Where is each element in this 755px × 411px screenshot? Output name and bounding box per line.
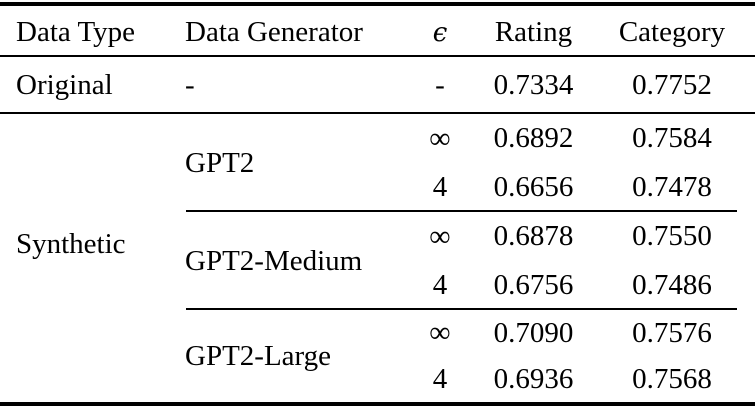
- gpt2-section-rule: [186, 210, 737, 212]
- cell-category: 0.7486: [632, 269, 712, 301]
- cell-epsilon: ∞: [429, 219, 451, 253]
- column-header-epsilon: ϵ: [410, 4, 470, 57]
- cell-data-type: Original: [16, 69, 113, 101]
- cell-rating: 0.7334: [493, 69, 574, 101]
- cell-category: 0.7576: [632, 316, 712, 349]
- header-row: Data Type Data Generator ϵ Rating Catego…: [0, 4, 755, 57]
- top-rule: [0, 2, 755, 6]
- cell-category: 0.7550: [632, 220, 712, 252]
- cell-rating: 0.6892: [493, 122, 574, 154]
- cell-rating: 0.6878: [493, 220, 574, 252]
- cell-epsilon: 4: [432, 362, 448, 395]
- cell-generator: -: [185, 69, 195, 101]
- column-header-rating-label: Rating: [494, 16, 573, 48]
- table-row-gpt2-large-inf: GPT2-Large ∞ 0.7090 0.7576: [0, 310, 755, 371]
- table-row-gpt2-large-eps4: 4 0.6936 0.7568: [0, 356, 755, 402]
- column-header-data-generator: Data Generator: [185, 4, 410, 57]
- table-row-gpt2-medium-eps4: 4 0.6756 0.7486: [0, 261, 755, 310]
- original-row-rule: [0, 112, 755, 114]
- cell-rating: 0.6756: [493, 269, 574, 301]
- table-row-gpt2-medium-inf: GPT2-Medium ∞ 0.6878 0.7550: [0, 212, 755, 275]
- column-header-data-type-label: Data Type: [16, 16, 136, 48]
- cell-epsilon: 4: [432, 171, 448, 203]
- cell-epsilon: ∞: [429, 121, 451, 155]
- column-header-data-generator-label: Data Generator: [185, 16, 363, 48]
- synthetic-label: Synthetic: [16, 227, 126, 260]
- epsilon-symbol: ϵ: [432, 18, 448, 48]
- cell-rating: 0.7090: [493, 316, 574, 349]
- cell-epsilon: 4: [432, 269, 448, 301]
- results-table: Data Type Data Generator ϵ Rating Catego…: [0, 4, 755, 402]
- column-header-category-label: Category: [618, 16, 726, 48]
- cell-category: 0.7568: [632, 362, 712, 395]
- cell-data-type-synthetic: Synthetic: [0, 114, 185, 402]
- column-header-category: Category: [597, 4, 755, 57]
- cell-epsilon: ∞: [429, 316, 451, 349]
- cell-category: 0.7478: [632, 171, 712, 203]
- table-row-gpt2-inf: Synthetic GPT2 ∞ 0.6892 0.7584: [0, 114, 755, 258]
- column-header-data-type: Data Type: [0, 4, 185, 57]
- cell-generator-gpt2: GPT2: [185, 146, 255, 179]
- column-header-rating: Rating: [470, 4, 597, 57]
- cell-rating: 0.6936: [493, 362, 574, 395]
- bottom-rule: [0, 402, 755, 406]
- table-row-gpt2-eps4: 4 0.6656 0.7478: [0, 163, 755, 212]
- cell-generator-gpt2-medium: GPT2-Medium: [185, 244, 363, 277]
- cell-category: 0.7752: [632, 69, 712, 101]
- cell-epsilon: -: [435, 69, 445, 101]
- cell-generator-gpt2-large: GPT2-Large: [185, 339, 332, 372]
- gpt2-medium-section-rule: [186, 308, 737, 310]
- header-rule: [0, 55, 755, 57]
- table-row-original: Original - - 0.7334 0.7752: [0, 57, 755, 114]
- cell-category: 0.7584: [632, 122, 712, 154]
- cell-rating: 0.6656: [493, 171, 574, 203]
